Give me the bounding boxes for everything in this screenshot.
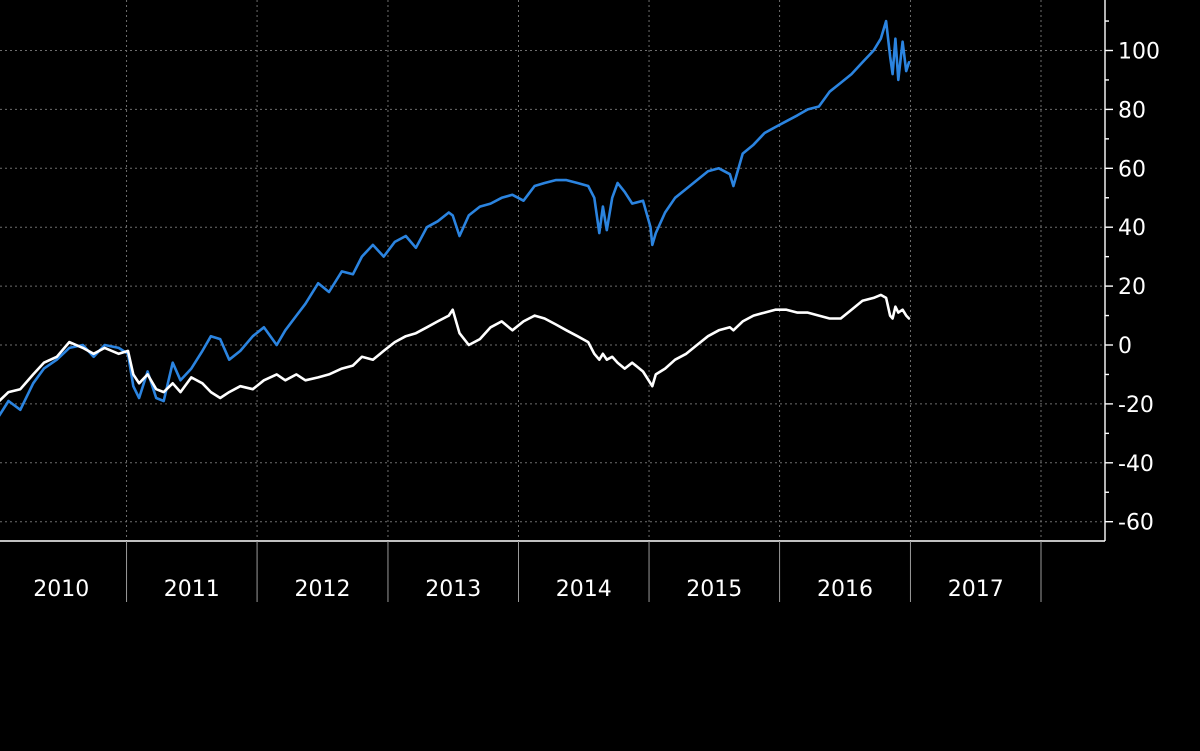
- y-tick-label: 100: [1118, 40, 1160, 65]
- x-tick-label: 2013: [425, 577, 481, 602]
- x-tick-label: 2017: [948, 577, 1004, 602]
- series-line-2: [0, 293, 911, 403]
- y-tick-label: 20: [1118, 275, 1146, 300]
- axes: -60 -40 -20 0 20 40 60 80 100 2010 2011 2012 2013 201…: [0, 0, 1160, 602]
- x-tick-label: 2016: [817, 577, 873, 602]
- x-tick-label: 2011: [164, 577, 220, 602]
- y-tick-label: 80: [1118, 98, 1146, 123]
- gridlines: [0, 0, 1105, 541]
- y-tick-label: -60: [1118, 511, 1154, 536]
- y-tick-label: -20: [1118, 393, 1154, 418]
- y-tick-label: 0: [1118, 334, 1132, 359]
- series-group: [0, 19, 911, 417]
- x-tick-label: 2010: [33, 577, 89, 602]
- x-tick-label: 2015: [686, 577, 742, 602]
- y-tick-label: -40: [1118, 452, 1154, 477]
- y-tick-label: 40: [1118, 216, 1146, 241]
- x-tick-label: 2012: [295, 577, 351, 602]
- y-tick-label: 60: [1118, 157, 1146, 182]
- x-tick-label: 2014: [556, 577, 612, 602]
